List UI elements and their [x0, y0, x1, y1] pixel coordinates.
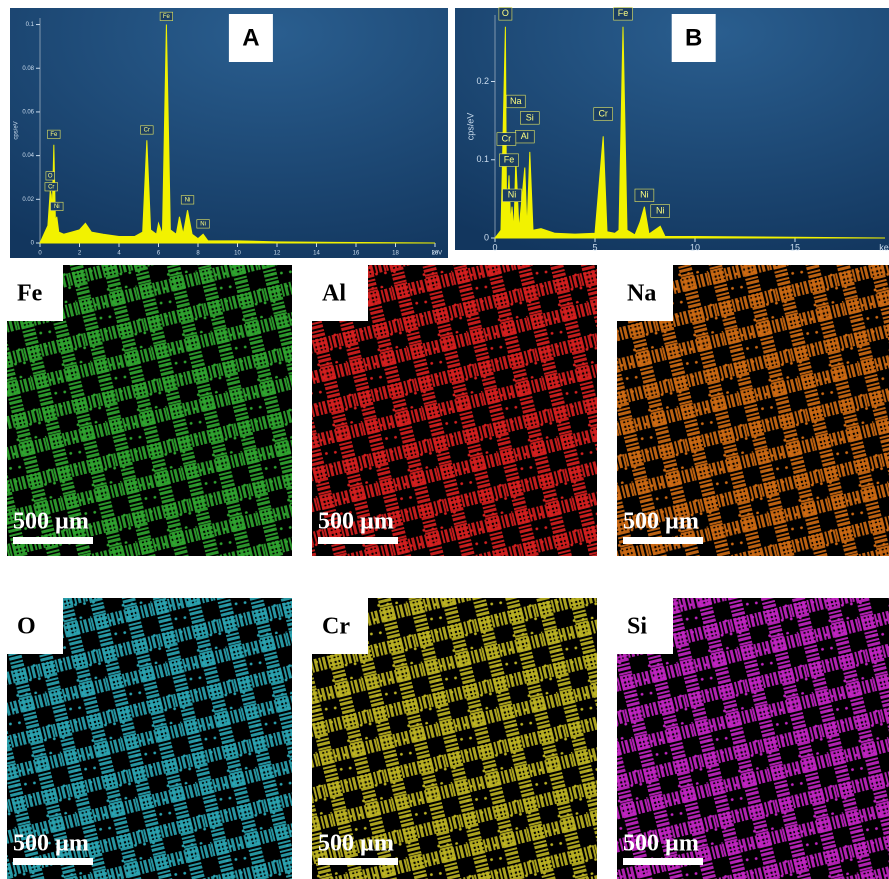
- y-tick-label: 0.02: [22, 197, 34, 203]
- scale-bar: [13, 858, 93, 865]
- scale-bar: [13, 537, 93, 544]
- element-label: O: [17, 614, 36, 640]
- peak-label: Fe: [160, 12, 173, 20]
- scale-bar: [318, 537, 398, 544]
- peak-label: Ni: [635, 189, 654, 202]
- peak-label: Cr: [497, 133, 516, 146]
- peak-label: Ni: [50, 202, 63, 210]
- peak-label: Cr: [594, 108, 613, 121]
- peak-label: Ni: [197, 220, 210, 228]
- x-tick-label: 10: [234, 251, 241, 257]
- peak-label-text: Ni: [200, 221, 206, 227]
- peak-label: O: [499, 8, 512, 21]
- peak-label-text: Ni: [54, 204, 60, 210]
- peak-label: Fe: [48, 130, 61, 138]
- scale-bar: [318, 858, 398, 865]
- peak-label-text: O: [48, 173, 53, 179]
- peak-label-text: Cr: [48, 184, 54, 190]
- element-label: Cr: [322, 614, 350, 640]
- figure: 00.020.040.060.080.102468101214161820keV…: [0, 0, 889, 879]
- peak-label-text: Si: [526, 112, 534, 122]
- element-label: Fe: [17, 281, 43, 307]
- element-map: O 500 µm: [7, 598, 292, 879]
- peak-label: Ni: [181, 196, 194, 204]
- peak-label-text: Ni: [640, 190, 649, 200]
- peak-label-text: Fe: [504, 155, 515, 165]
- peak-label-text: Ni: [508, 190, 517, 200]
- x-tick-label: 10: [690, 242, 700, 252]
- scale-bar: [623, 858, 703, 865]
- peak-label: O: [46, 172, 55, 180]
- peak-label-text: Cr: [598, 108, 608, 118]
- element-map: Na 500 µm: [617, 265, 889, 556]
- y-tick-label: 0.04: [22, 153, 34, 159]
- scale-bar-label: 500 µm: [13, 509, 89, 535]
- x-tick-label: 16: [353, 251, 360, 257]
- peak-label: Al: [515, 130, 534, 143]
- peak-label-text: Cr: [502, 133, 512, 143]
- peak-label-text: Fe: [163, 14, 171, 20]
- y-tick-label: 0: [484, 232, 489, 242]
- x-tick-label: 15: [790, 242, 800, 252]
- element-map: Fe 500 µm: [7, 265, 292, 556]
- peak-label-text: Ni: [185, 197, 191, 203]
- peak-label: Ni: [651, 205, 670, 218]
- element-label: Al: [322, 281, 346, 307]
- peak-label: Ni: [503, 189, 522, 202]
- x-axis-label: keV: [879, 242, 889, 252]
- panel-label: A: [242, 24, 259, 51]
- peak-label: Cr: [45, 183, 58, 191]
- scale-bar-label: 500 µm: [623, 509, 699, 535]
- y-tick-label: 0.08: [22, 66, 34, 72]
- panel-label: B: [685, 24, 702, 51]
- element-label: Na: [627, 281, 656, 307]
- peak-label: Fe: [614, 8, 633, 21]
- scale-bar: [623, 537, 703, 544]
- peak-label: Na: [506, 95, 525, 108]
- peak-label-text: Na: [510, 96, 522, 106]
- peak-label: Fe: [500, 154, 519, 167]
- x-tick-label: 0: [492, 242, 497, 252]
- peak-label-text: Fe: [50, 132, 58, 138]
- y-axis-label: cps/eV: [465, 113, 475, 141]
- x-tick-label: 5: [592, 242, 597, 252]
- element-map: Si 500 µm: [617, 598, 889, 879]
- peak-label-text: Cr: [144, 128, 150, 134]
- peak-label-text: O: [502, 8, 509, 18]
- element-map: Cr 500 µm: [312, 598, 597, 879]
- peak-label: Cr: [141, 126, 154, 134]
- peak-label-text: Al: [521, 131, 529, 141]
- peak-label: Si: [520, 112, 539, 125]
- scale-bar-label: 500 µm: [623, 831, 699, 857]
- y-axis-label: cps/eV: [14, 121, 20, 139]
- scale-bar-label: 500 µm: [13, 831, 89, 857]
- peak-label-text: Ni: [656, 205, 665, 215]
- peak-label-text: Fe: [618, 8, 629, 18]
- y-tick-label: 0.06: [22, 110, 34, 116]
- scale-bar-label: 500 µm: [318, 831, 394, 857]
- x-axis-label: keV: [432, 251, 442, 257]
- y-tick-label: 0.2: [476, 76, 489, 86]
- element-map: Al 500 µm: [312, 265, 597, 556]
- scale-bar-label: 500 µm: [318, 509, 394, 535]
- y-tick-label: 0.1: [476, 154, 489, 164]
- y-tick-label: 0.1: [26, 22, 35, 28]
- x-tick-label: 12: [274, 251, 281, 257]
- element-label: Si: [627, 614, 647, 640]
- x-tick-label: 18: [392, 251, 399, 257]
- x-tick-label: 14: [313, 251, 320, 257]
